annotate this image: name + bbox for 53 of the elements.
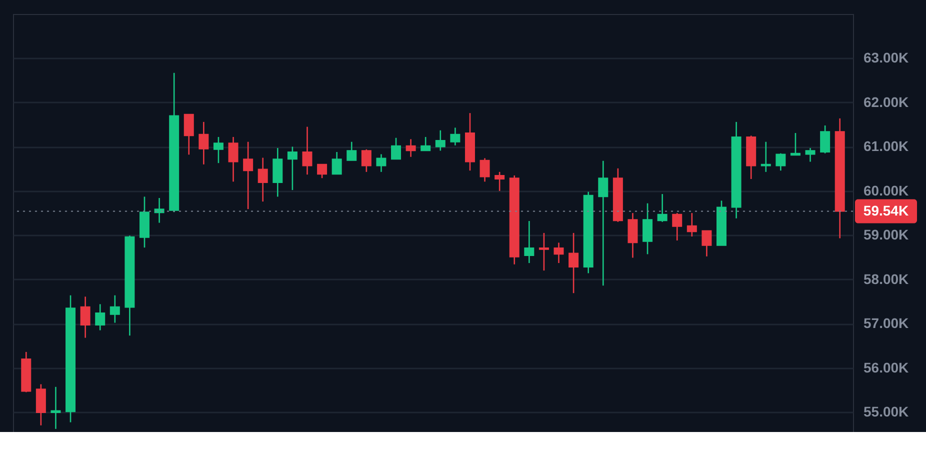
candlestick: [480, 158, 490, 182]
candlestick: [790, 132, 800, 156]
candlestick: [50, 386, 61, 430]
candlestick: [287, 146, 298, 191]
candlestick: [524, 220, 534, 264]
candlestick: [272, 147, 283, 198]
candlestick: [243, 141, 254, 210]
candlestick: [776, 152, 786, 172]
candlestick: [258, 157, 268, 202]
candlestick: [332, 151, 342, 175]
y-tick-label: 62.00K: [864, 94, 909, 110]
candlestick: [554, 242, 564, 264]
candlestick: [346, 141, 357, 162]
y-tick-label: 60.00K: [864, 182, 909, 198]
candlestick: [642, 202, 653, 255]
candlestick: [702, 230, 712, 258]
candlestick: [228, 136, 238, 182]
y-tick-label: 55.00K: [864, 404, 909, 420]
candlestick: [376, 154, 386, 173]
candlestick: [95, 304, 106, 331]
y-tick-label: 63.00K: [864, 50, 909, 66]
candlestick: [672, 212, 682, 242]
candlestick: [628, 212, 638, 258]
candlestick: [198, 121, 209, 166]
y-tick-label: 56.00K: [864, 359, 909, 376]
candlestick: [538, 232, 549, 272]
candlestick: [391, 137, 402, 160]
y-tick-label: 61.00K: [864, 138, 909, 154]
candlestick: [657, 193, 668, 223]
candlestick: [420, 136, 431, 152]
candlestick: [686, 212, 697, 238]
y-tick-label: 57.00K: [864, 315, 909, 332]
candlestick: [302, 126, 312, 176]
candlestick: [36, 384, 46, 426]
candlestick: [213, 136, 224, 164]
candlestick: [760, 141, 771, 173]
candlestick: [435, 130, 446, 152]
y-tick-label: 58.00K: [864, 270, 909, 287]
y-tick-label: 59.00K: [864, 226, 909, 243]
candlestick: [568, 232, 579, 294]
candlestick: [317, 164, 328, 179]
ref-line-label: 59.54K: [863, 202, 909, 218]
candlestick: [110, 294, 120, 324]
candlestick: [820, 124, 830, 154]
candlestick: [361, 148, 372, 173]
candlestick: [184, 114, 194, 156]
candlestick: [805, 147, 816, 162]
candlestick: [406, 138, 416, 158]
candlestick: [154, 197, 164, 224]
candlestick: [494, 171, 505, 192]
candlestick: [80, 296, 90, 338]
candlestick: [598, 160, 608, 286]
candlestick: [450, 127, 460, 146]
